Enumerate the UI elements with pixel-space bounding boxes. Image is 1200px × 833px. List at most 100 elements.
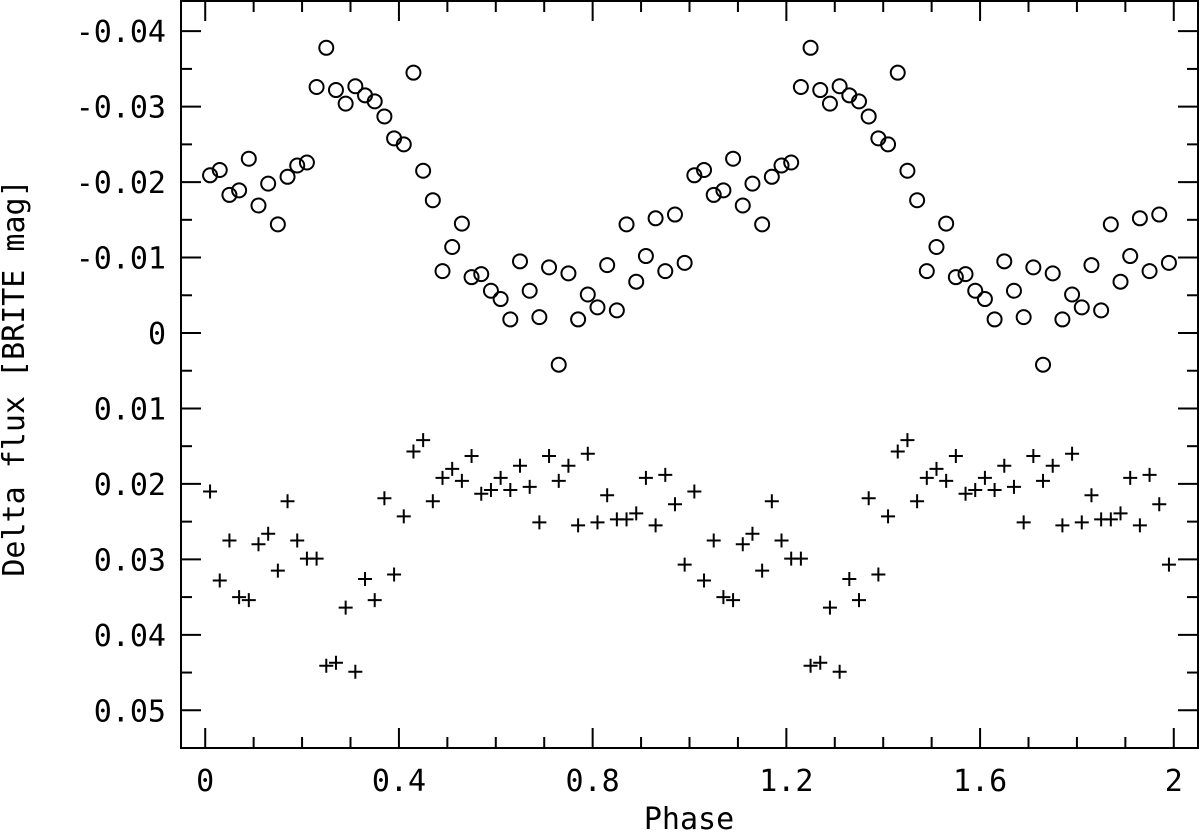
plus-point xyxy=(842,571,857,586)
circle-point xyxy=(560,265,577,282)
plus-point xyxy=(706,533,721,548)
plus-point xyxy=(871,567,886,582)
circle-point xyxy=(608,302,625,319)
circle-point xyxy=(415,162,432,179)
circle-point xyxy=(1112,273,1129,290)
circle-point xyxy=(279,168,296,185)
plus-point xyxy=(861,491,876,506)
circle-point xyxy=(308,79,325,96)
plus-point xyxy=(406,444,421,459)
plus-point xyxy=(590,515,605,530)
circle-point xyxy=(802,39,819,56)
plus-point xyxy=(387,567,402,582)
x-tick-label: 2 xyxy=(1165,764,1183,799)
plus-point xyxy=(203,484,218,499)
plus-point xyxy=(261,526,276,541)
circle-point xyxy=(725,150,742,167)
circle-point xyxy=(967,282,984,299)
plus-point xyxy=(1016,515,1031,530)
plus-point xyxy=(638,470,653,485)
y-tick-label: -0.03 xyxy=(76,91,166,126)
circle-point xyxy=(899,162,916,179)
circle-point xyxy=(512,253,528,270)
plus-point xyxy=(338,600,353,615)
plus-point xyxy=(677,557,692,572)
plus-point xyxy=(454,473,469,488)
circle-point xyxy=(889,64,906,81)
plus-point xyxy=(1113,506,1128,521)
plus-point xyxy=(1142,467,1157,482)
plus-point xyxy=(919,470,934,485)
plus-point xyxy=(532,515,547,530)
circle-point xyxy=(657,263,674,280)
plus-point xyxy=(929,461,944,476)
circle-point xyxy=(1044,265,1061,282)
circle-point xyxy=(318,39,335,56)
circle-point xyxy=(1160,254,1177,271)
circle-point xyxy=(260,175,277,192)
plus-point xyxy=(1103,512,1118,527)
plus-point xyxy=(1045,458,1060,473)
y-tick-label: -0.01 xyxy=(76,242,166,277)
plus-point xyxy=(503,482,518,497)
plus-point xyxy=(629,506,644,521)
circle-point xyxy=(1093,302,1110,319)
plus-point xyxy=(280,494,295,509)
plus-point xyxy=(251,537,266,552)
circle-point xyxy=(996,253,1013,270)
circle-point xyxy=(666,206,683,223)
plus-point xyxy=(425,494,440,509)
plus-point xyxy=(513,458,527,473)
circle-point xyxy=(744,175,761,192)
circle-point xyxy=(444,238,461,255)
circle-point xyxy=(860,108,877,125)
plus-point xyxy=(658,467,673,482)
plus-point xyxy=(1006,479,1021,494)
circle-point xyxy=(269,216,286,233)
plus-point xyxy=(1152,497,1167,512)
plus-point xyxy=(358,571,373,586)
plus-point xyxy=(571,518,586,533)
circle-point xyxy=(231,182,248,199)
circle-point xyxy=(550,356,567,373)
circle-point xyxy=(289,157,306,174)
plus-point xyxy=(958,486,973,501)
plus-point xyxy=(997,458,1012,473)
x-axis-ticks: 0 0.4 0.8 1.2 1.6 2 xyxy=(196,1,1183,799)
circle-point xyxy=(473,266,490,283)
plus-point xyxy=(483,482,498,497)
circle-point xyxy=(337,95,354,112)
plus-point xyxy=(1161,557,1176,572)
plus-point xyxy=(1036,473,1051,488)
plus-point xyxy=(745,526,760,541)
circle-point xyxy=(1054,311,1071,328)
circle-point xyxy=(618,216,635,233)
circle-point xyxy=(492,291,509,308)
plus-point xyxy=(396,509,411,524)
circle-point xyxy=(686,167,703,184)
circle-point xyxy=(541,259,558,276)
plus-point xyxy=(348,664,363,679)
plus-point xyxy=(290,533,305,548)
circle-point xyxy=(986,311,1003,328)
circle-point xyxy=(347,78,364,95)
plus-point xyxy=(726,593,741,608)
circle-point xyxy=(327,82,344,99)
y-axis-ticks: -0.04 -0.03 -0.02 -0.01 0 0.01 0.02 0.03 0.04 0.0… xyxy=(76,15,1198,749)
plus-point xyxy=(474,486,489,501)
circle-point xyxy=(1005,282,1022,299)
circle-point xyxy=(918,263,935,280)
circle-point xyxy=(376,108,393,125)
plus-point xyxy=(977,470,992,485)
circle-point xyxy=(405,64,422,81)
plus-point xyxy=(435,470,450,485)
circle-point xyxy=(773,157,790,174)
circle-point xyxy=(1035,356,1052,373)
plus-point xyxy=(619,512,634,527)
circle-point xyxy=(976,291,993,308)
circle-point xyxy=(909,192,926,209)
circle-point xyxy=(1122,248,1139,265)
plus-point xyxy=(1123,470,1138,485)
plus-point xyxy=(852,593,866,608)
